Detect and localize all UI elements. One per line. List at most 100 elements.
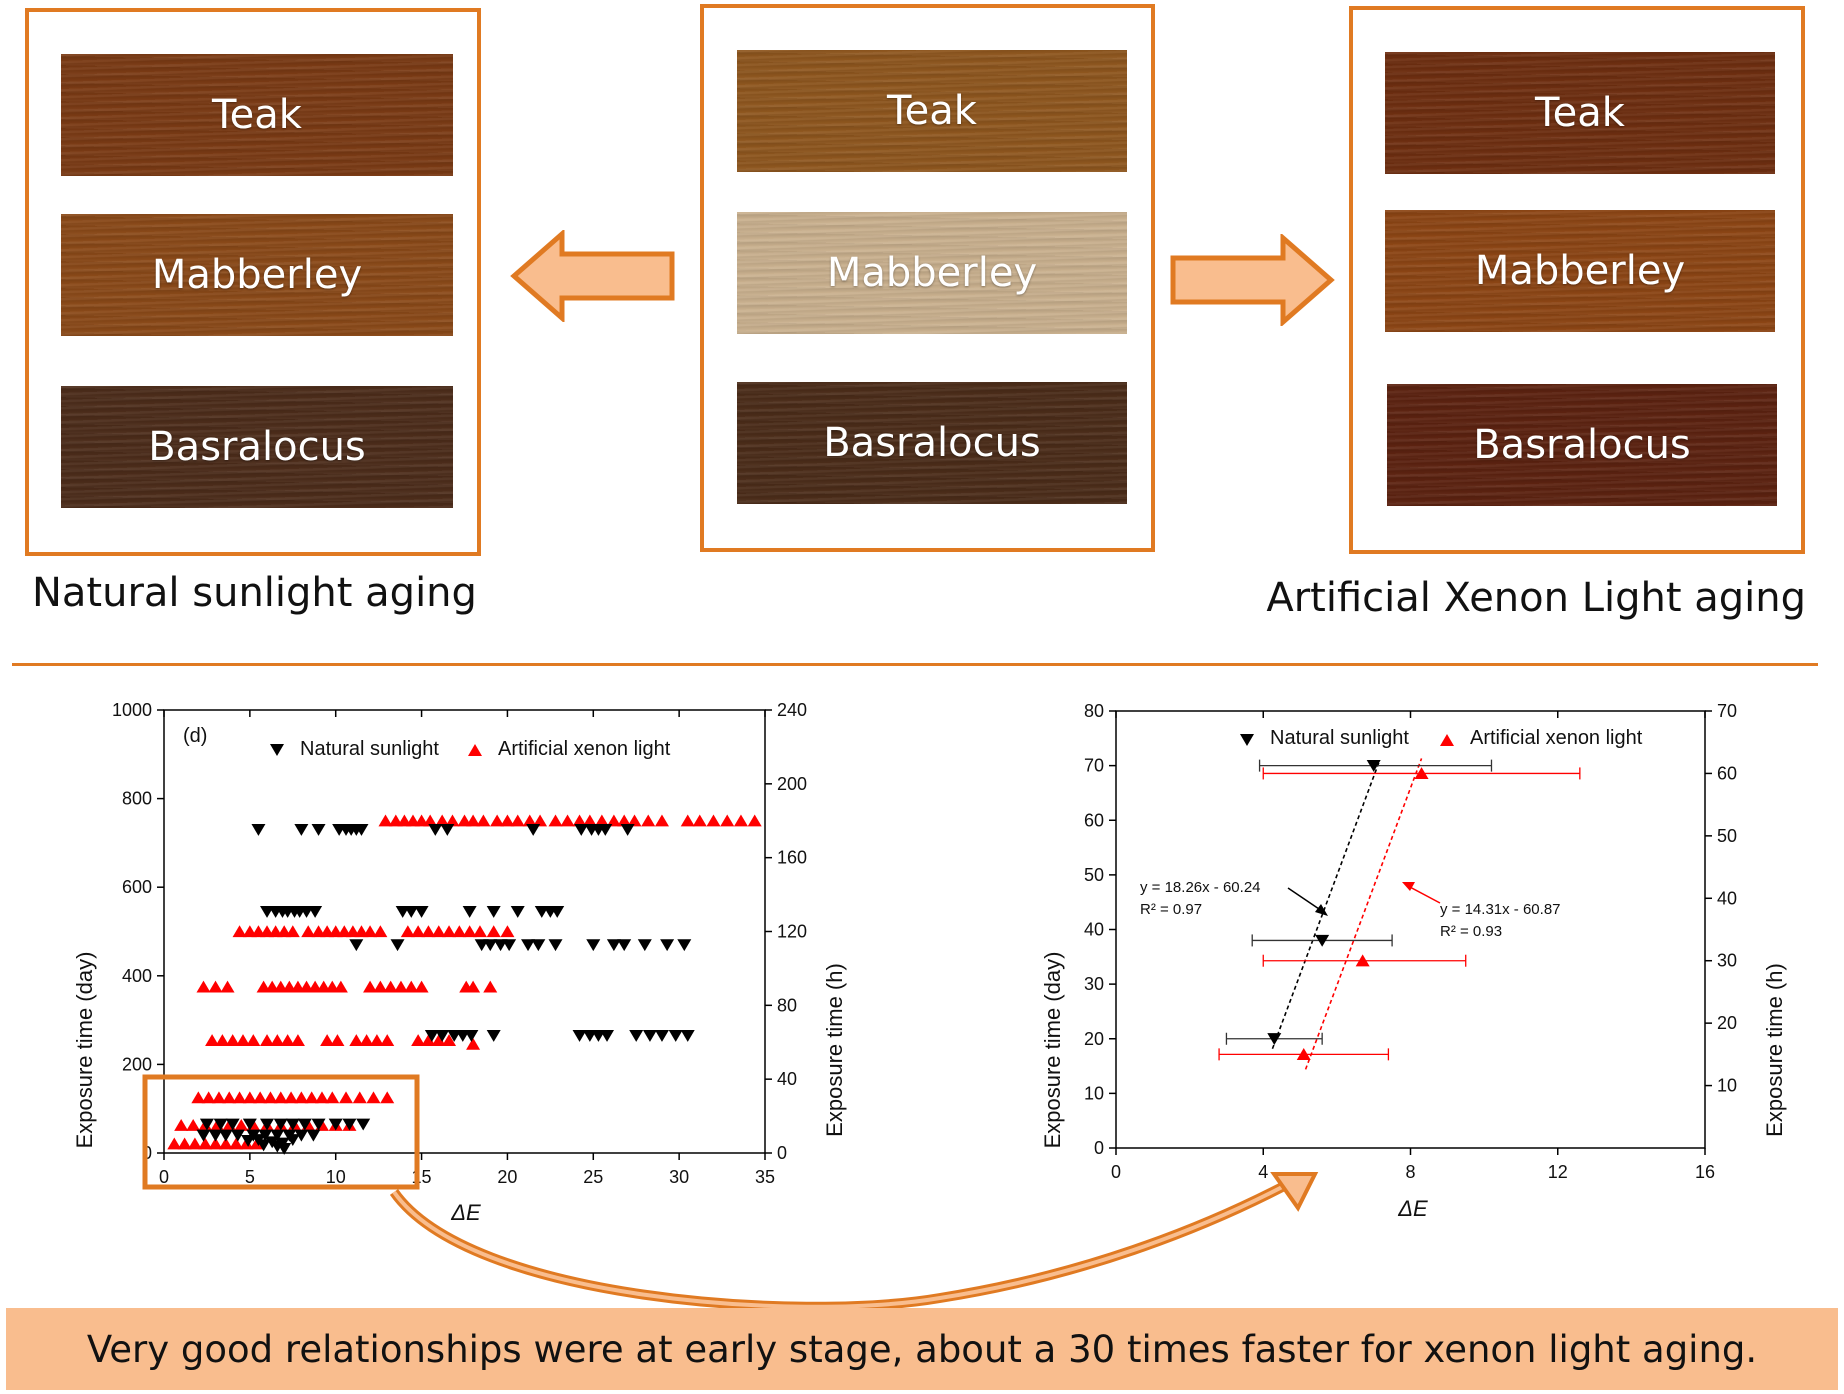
xenon-light-point <box>421 925 436 938</box>
natural-sunlight-point <box>668 1030 683 1042</box>
xenon-light-point <box>594 814 609 827</box>
natural-fit-pointer-head <box>1315 904 1328 916</box>
natural-sunlight-point <box>521 939 536 952</box>
xenon-light-point <box>466 980 481 993</box>
natural-sunlight-point <box>196 1129 211 1142</box>
y2-tick-label: 240 <box>777 700 807 720</box>
xenon-light-point <box>582 814 597 827</box>
xenon-light-point <box>174 1119 189 1131</box>
xenon-light-point <box>533 814 548 827</box>
xenon-light-point <box>320 1034 335 1047</box>
natural-sunlight-point <box>414 905 429 918</box>
xenon-light-point <box>280 1034 295 1047</box>
natural-sunlight-point <box>270 1129 285 1142</box>
xenon-light-point <box>560 814 575 827</box>
xenon-light-point <box>414 980 429 993</box>
y2-tick-label: 30 <box>1717 951 1737 971</box>
xenon-light-point <box>500 925 515 938</box>
teak-xenon-swatch: Teak <box>1385 52 1775 174</box>
xenon-light-point <box>270 1034 285 1047</box>
xenon-light-point <box>186 1119 201 1131</box>
natural-sunlight-point <box>277 1142 292 1155</box>
y2-tick-label: 70 <box>1717 701 1737 721</box>
natural-sunlight-point <box>510 905 525 918</box>
arrow-left-icon <box>510 230 675 322</box>
natural-sunlight-point <box>637 939 652 952</box>
xenon-light-point <box>383 980 398 993</box>
xenon-light-point <box>373 925 388 938</box>
xenon-fit-line <box>1304 758 1423 1070</box>
xenon-light-point <box>1296 1048 1311 1060</box>
xenon-light-point <box>218 1137 233 1150</box>
x-tick-label: 25 <box>583 1167 603 1187</box>
natural-sunlight-point <box>241 1134 256 1147</box>
y2-axis-title: Exposure time (h) <box>822 963 847 1137</box>
natural-sunlight-point <box>617 939 632 952</box>
y2-tick-label: 80 <box>777 995 797 1015</box>
y2-tick-label: 40 <box>1717 888 1737 908</box>
xenon-light-point <box>1414 767 1429 780</box>
original-sample-panel: Teak Mabberley Basralocus <box>700 4 1155 552</box>
natural-sunlight-point <box>242 1118 257 1131</box>
natural-sunlight-point <box>390 939 405 952</box>
xenon-light-point <box>232 1091 247 1104</box>
natural-sunlight-point <box>677 939 692 952</box>
xenon-fit-equation: y = 14.31x - 60.87 <box>1440 901 1561 918</box>
xenon-light-point <box>548 814 563 827</box>
teak-natural-swatch: Teak <box>61 54 453 176</box>
natural-sunlight-point <box>502 939 517 952</box>
basralocus-xenon-swatch: Basralocus <box>1387 384 1777 506</box>
xenon-light-point <box>627 814 642 827</box>
y-tick-label: 40 <box>1084 920 1104 940</box>
natural-sunlight-point <box>404 905 419 918</box>
natural-sunlight-point <box>328 1118 343 1131</box>
x-tick-label: 10 <box>326 1167 346 1187</box>
xenon-light-point <box>490 814 505 827</box>
xenon-light-point <box>733 814 748 827</box>
xenon-light-point <box>215 1034 230 1047</box>
xenon-light-point <box>373 980 388 993</box>
curved-arrow-icon <box>389 1172 1319 1312</box>
natural-sunlight-point <box>654 1030 669 1042</box>
natural-sunlight-point <box>311 824 326 836</box>
natural-sunlight-point <box>642 1030 657 1042</box>
xenon-light-point <box>452 925 467 938</box>
y-tick-label: 30 <box>1084 974 1104 994</box>
xenon-light-point <box>205 1034 220 1047</box>
natural-sunlight-point <box>1366 760 1381 772</box>
xenon-light-point <box>352 1091 367 1104</box>
y-tick-label: 600 <box>122 877 152 897</box>
xenon-light-point <box>363 925 378 938</box>
natural-sunlight-point <box>225 1118 240 1131</box>
natural-fit-equation: y = 18.26x - 60.24 <box>1140 879 1261 896</box>
natural-sunlight-point <box>230 1129 245 1142</box>
natural-sunlight-point <box>486 1030 501 1042</box>
xenon-light-caption: Artificial Xenon Light aging <box>1266 575 1806 621</box>
y-tick-label: 200 <box>122 1054 152 1074</box>
natural-sunlight-point <box>600 1030 615 1042</box>
xenon-light-point <box>369 1034 384 1047</box>
natural-sunlight-point <box>356 1118 371 1131</box>
xenon-fit-pointer-head <box>1402 882 1415 891</box>
natural-sunlight-point <box>256 1139 271 1152</box>
y-tick-label: 70 <box>1084 756 1104 776</box>
plot-frame <box>163 709 766 1154</box>
xenon-light-point <box>442 925 457 938</box>
xenon-light-point <box>191 1091 206 1104</box>
xenon-light-point <box>273 1091 288 1104</box>
xenon-light-point <box>196 980 211 993</box>
early-stage-highlight-box <box>142 1074 420 1190</box>
natural-sunlight-caption: Natural sunlight aging <box>32 570 477 616</box>
natural-sunlight-point <box>462 905 477 918</box>
xenon-light-point <box>641 814 656 827</box>
natural-sunlight-point <box>548 939 563 952</box>
natural-sunlight-point <box>308 905 323 918</box>
xenon-light-point <box>431 1034 446 1047</box>
xenon-fit-r2: R² = 0.93 <box>1440 923 1502 940</box>
natural-sunlight-point <box>586 939 601 952</box>
natural-sunlight-point <box>349 939 364 952</box>
xenon-light-point <box>208 980 223 993</box>
xenon-light-point <box>1355 954 1370 967</box>
x-tick-label: 8 <box>1405 1162 1415 1182</box>
xenon-light-point <box>472 925 487 938</box>
